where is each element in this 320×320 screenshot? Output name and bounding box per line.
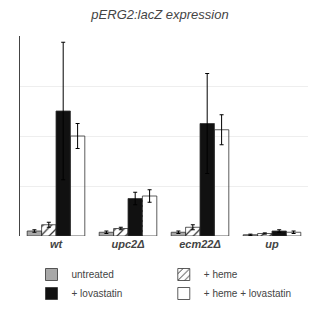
svg-text:+ lovastatin: + lovastatin <box>72 288 123 299</box>
svg-text:+ heme + lovastatin: + heme + lovastatin <box>204 288 291 299</box>
svg-text:pERG2:lacZ expression: pERG2:lacZ expression <box>90 7 228 22</box>
svg-text:up: up <box>265 238 279 250</box>
svg-text:+ heme: + heme <box>204 269 238 280</box>
svg-text:untreated: untreated <box>72 269 114 280</box>
svg-text:ecm22Δ: ecm22Δ <box>179 238 221 250</box>
svg-text:upc2Δ: upc2Δ <box>111 238 144 250</box>
svg-text:wt: wt <box>50 238 64 250</box>
